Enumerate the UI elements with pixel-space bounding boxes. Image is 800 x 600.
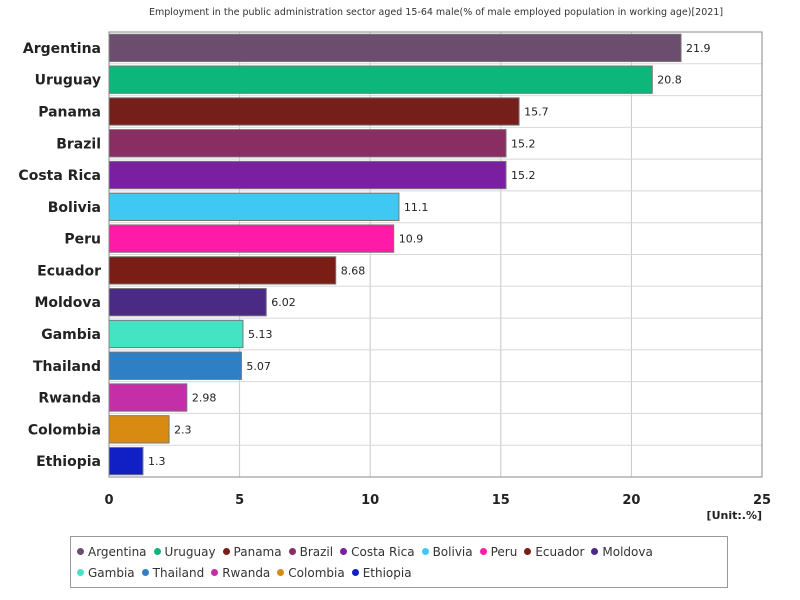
plot-frame [108,31,763,478]
legend-label: Gambia [88,566,135,580]
value-label: 8.68 [341,264,366,277]
category-label: Ecuador [37,263,101,279]
category-label: Ethiopia [36,454,101,470]
legend-label: Moldova [602,545,653,559]
legend-item: Peru [479,542,518,563]
value-label: 2.98 [192,392,217,405]
category-label: Brazil [56,136,101,152]
category-label: Rwanda [38,391,101,407]
value-label: 11.1 [404,201,429,214]
legend-marker [479,548,487,555]
legend-label: Ethiopia [362,566,412,580]
bar-argentina [108,33,682,63]
bar-panama [108,97,520,126]
legend-label: Panama [233,545,282,559]
legend-item: Colombia [277,563,345,584]
legend: Argentina Uruguay Panama Brazil Costa Rica Bo… [70,536,728,588]
legend-item: Costa Rica [340,542,415,563]
x-tick-label: 5 [235,493,244,508]
value-label: 5.07 [246,360,271,373]
legend-marker [153,548,161,555]
x-tick-label: 10 [361,493,379,508]
legend-label: Ecuador [535,545,585,559]
bar-rwanda [108,383,188,412]
value-label: 10.9 [399,233,424,246]
legend-marker [421,548,429,555]
value-label: 20.8 [657,74,682,87]
legend-marker [591,548,599,555]
legend-item: Moldova [591,542,653,563]
legend-item: Ecuador [524,542,584,563]
category-label: Moldova [34,295,101,311]
value-label: 2.3 [174,423,192,436]
chart-title: Employment in the public administration … [148,7,724,18]
legend-marker [288,548,296,555]
bar-gambia [108,319,244,349]
category-label: Uruguay [35,73,101,89]
bar-costa-rica [108,160,507,190]
x-tick-label: 20 [622,493,640,508]
legend-label: Bolivia [432,545,473,559]
legend-marker [141,569,149,576]
bar-brazil [108,129,507,158]
value-label: 5.13 [248,328,273,341]
legend-marker [211,569,219,576]
legend-item: Bolivia [421,542,473,563]
category-label: Colombia [28,422,101,438]
legend-marker [277,569,285,576]
value-label: 1.3 [148,455,166,468]
value-label: 21.9 [686,42,711,55]
legend-item: Brazil [288,542,334,563]
legend-item: Ethiopia [351,563,412,584]
category-label: Bolivia [48,200,101,216]
legend-item: Rwanda [211,563,270,584]
category-label: Costa Rica [18,168,101,184]
legend-label: Argentina [88,545,147,559]
unit-label: [Unit:.%] [706,509,762,522]
category-label: Peru [64,232,101,248]
category-label: Gambia [41,327,101,343]
legend-label: Peru [490,545,518,559]
legend-item: Panama [222,542,282,563]
legend-label: Costa Rica [351,545,415,559]
bar-colombia [108,415,170,444]
legend-item: Uruguay [153,542,216,563]
legend-marker [524,548,532,555]
x-tick-label: 0 [104,493,113,508]
legend-marker [77,569,84,576]
bar-ecuador [108,256,337,285]
value-label: 15.2 [511,137,536,150]
category-label: Thailand [33,359,101,375]
legend-label: Colombia [288,566,345,580]
legend-item: Thailand [141,563,205,584]
value-label: 6.02 [271,296,296,309]
category-label: Panama [38,104,101,120]
legend-item: Argentina [77,542,147,563]
legend-marker [351,569,359,576]
bar-thailand [108,351,242,380]
x-tick-label: 15 [492,493,510,508]
x-tick-label: 25 [753,493,771,508]
bar-peru [108,224,395,253]
bar-ethiopia [108,446,144,476]
legend-label: Rwanda [222,566,271,580]
legend-marker [222,548,230,555]
value-label: 15.2 [511,169,536,182]
legend-label: Brazil [299,545,334,559]
bar-uruguay [108,65,653,94]
category-label: Argentina [23,41,101,57]
value-label: 15.7 [524,105,549,118]
bar-moldova [108,288,267,317]
bar-bolivia [108,192,400,221]
legend-label: Uruguay [164,545,216,559]
legend-marker [340,548,348,555]
legend-label: Thailand [152,566,205,580]
legend-marker [77,548,84,555]
legend-item: Gambia [77,563,135,584]
